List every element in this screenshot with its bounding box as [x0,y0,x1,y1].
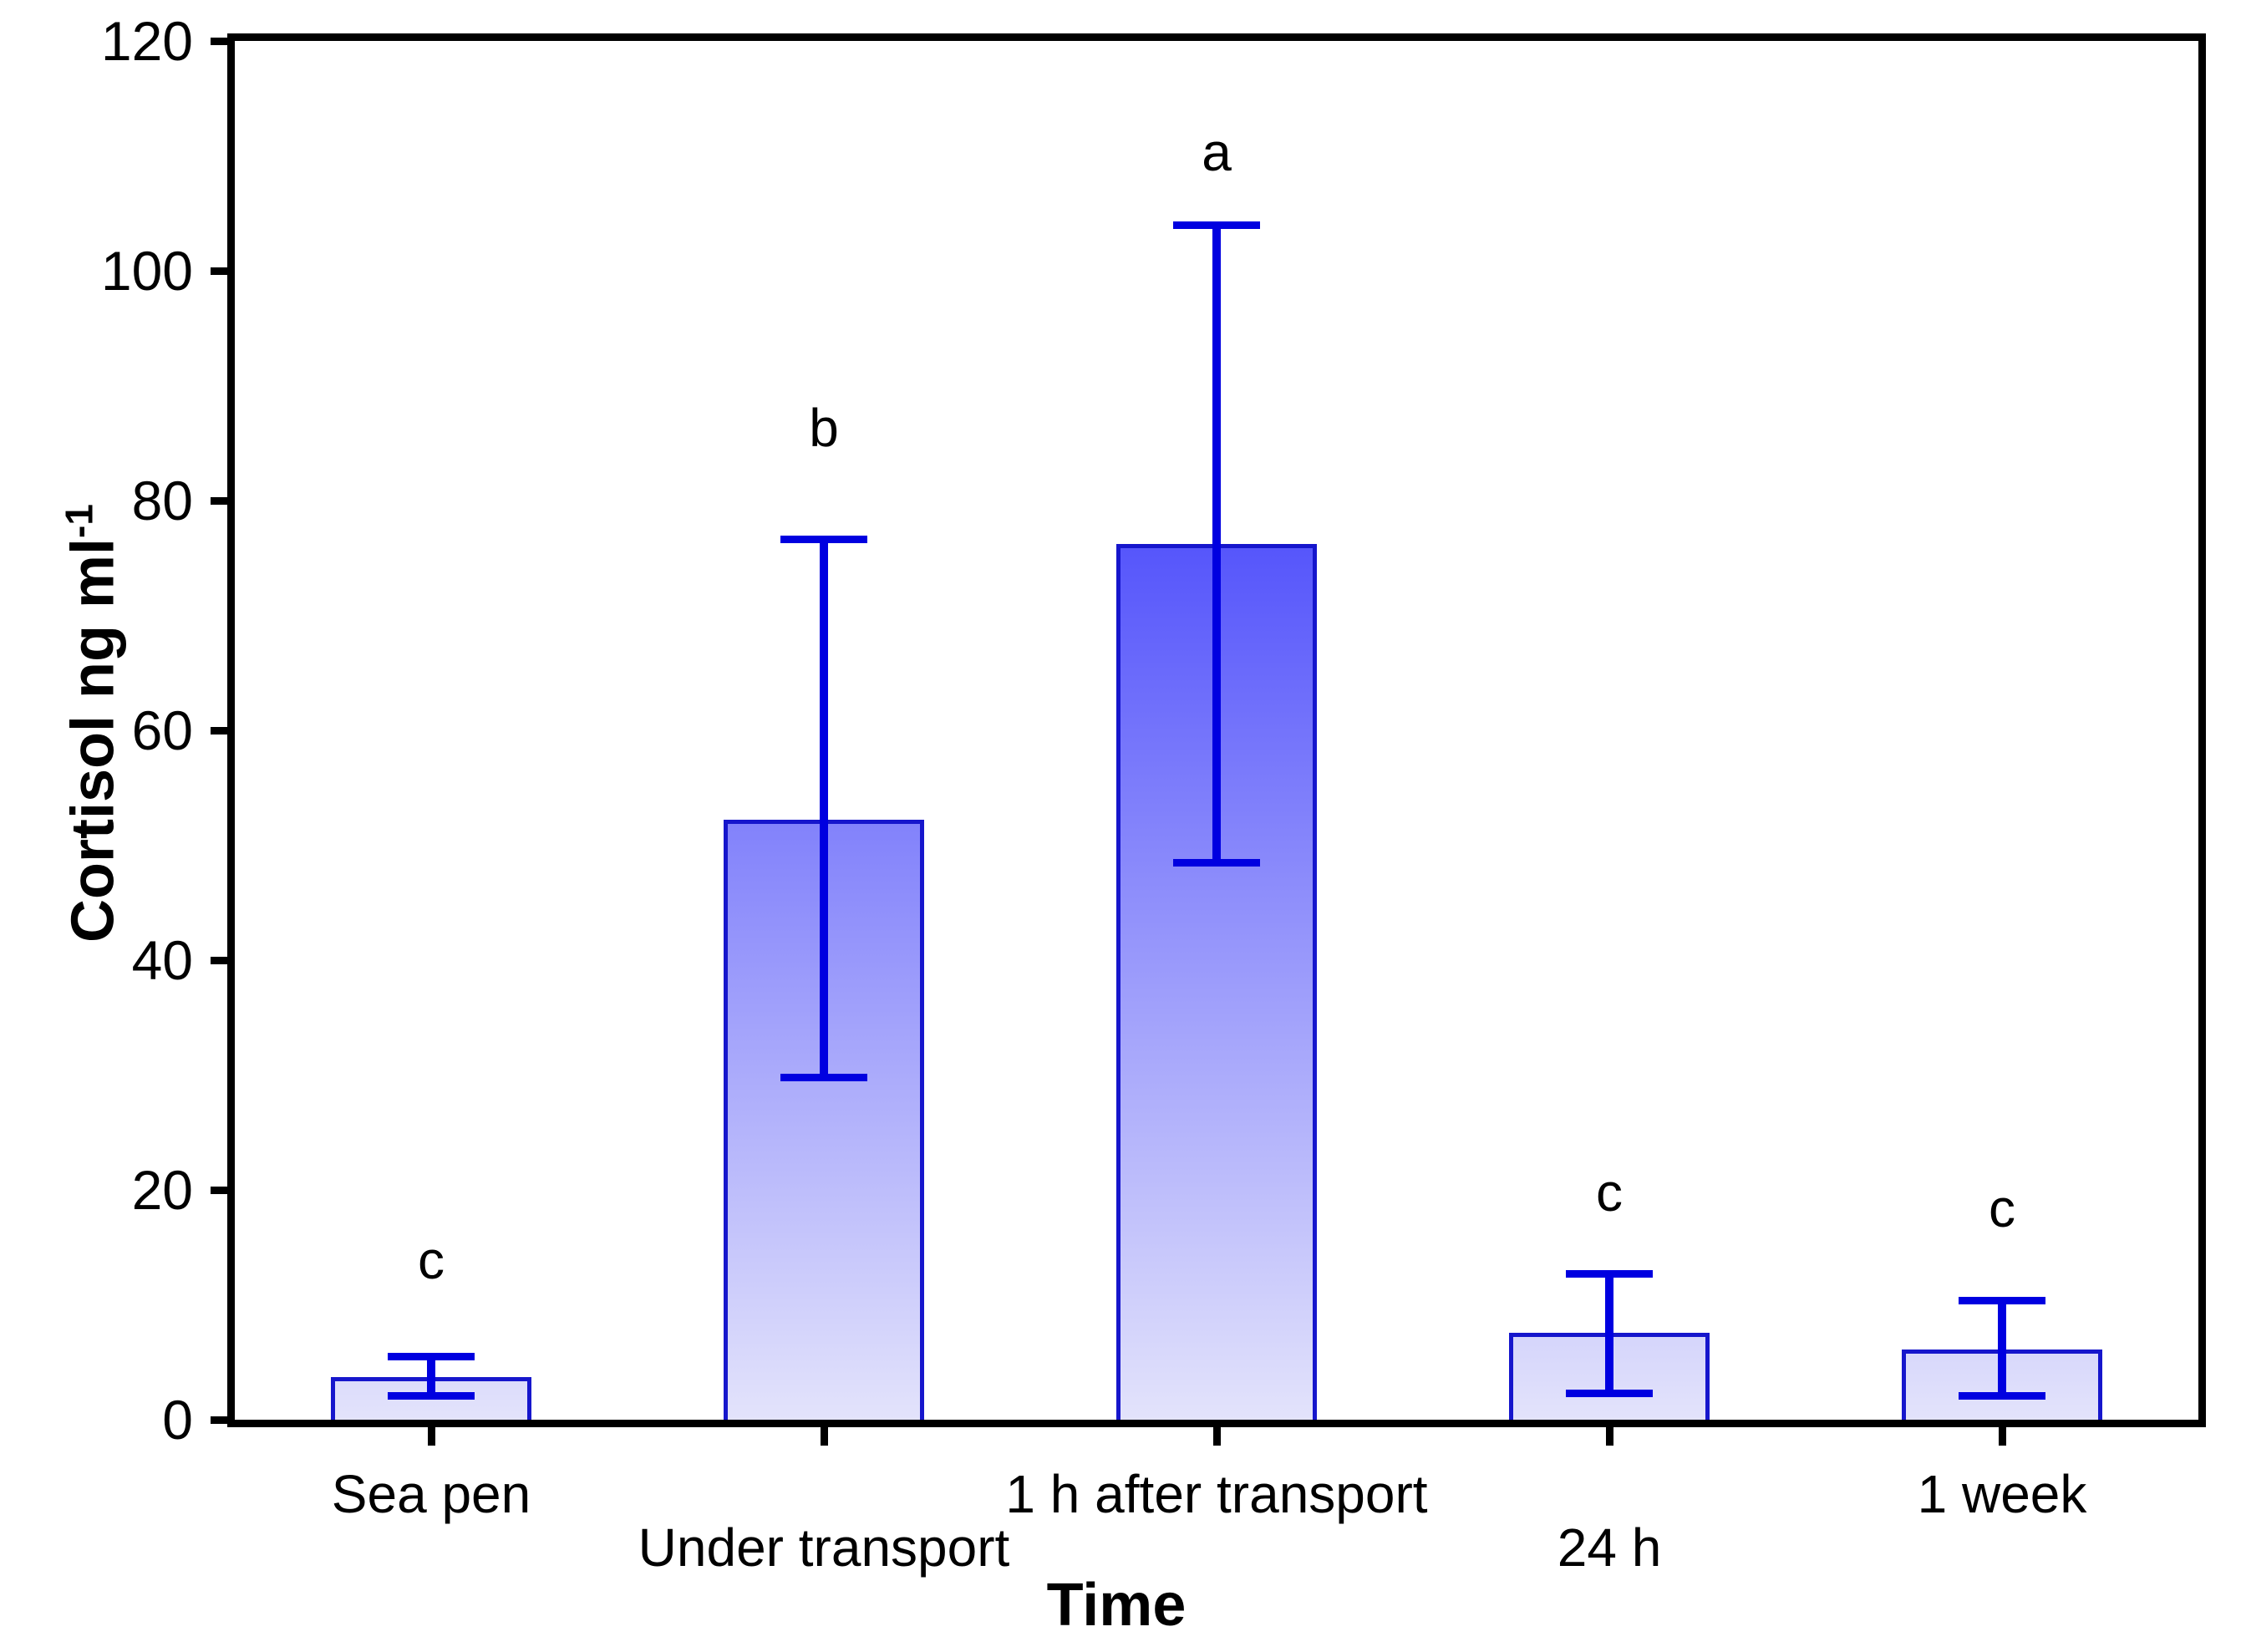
y-tick-label: 100 [100,240,193,302]
y-tick-label: 40 [131,929,193,991]
y-tick-label: 0 [162,1389,193,1451]
y-axis-tick [211,1186,227,1194]
x-tick-label: 24 h [1557,1517,1662,1578]
error-bar-line [1605,1273,1613,1394]
x-axis-tick [1605,1427,1613,1446]
error-bar-cap-bottom [1173,858,1260,867]
x-axis-tick [427,1427,435,1446]
x-tick-label: Under transport [638,1517,1010,1578]
x-axis-tick [820,1427,828,1446]
x-axis-tick [1212,1427,1221,1446]
error-bar-cap-bottom [388,1391,475,1400]
y-axis-tick [211,1416,227,1424]
y-tick-label: 60 [131,699,193,761]
error-bar-cap-bottom [780,1073,867,1081]
y-tick-label: 120 [100,10,193,72]
error-bar-line [427,1356,435,1396]
x-tick-label: 1 h after transport [1005,1464,1428,1524]
error-bar-cap-top [780,536,867,544]
error-bar-cap-bottom [1566,1389,1653,1397]
significance-letter: c [418,1229,445,1290]
error-bar-line [820,539,828,1078]
y-tick-label: 80 [131,470,193,531]
significance-letter: b [809,398,839,459]
x-axis-title: Time [1046,1572,1187,1639]
error-bar-line [1212,225,1221,863]
y-axis-tick [211,267,227,275]
y-axis-tick [211,956,227,964]
significance-letter: c [1989,1178,2015,1238]
significance-letter: a [1202,122,1232,183]
y-axis-tick [211,726,227,735]
y-axis-tick [211,496,227,505]
y-tick-label: 20 [131,1159,193,1221]
error-bar-line [1998,1300,2006,1396]
x-tick-label: 1 week [1917,1464,2087,1524]
x-tick-label: Sea pen [331,1464,531,1524]
error-bar-cap-top [1566,1269,1653,1278]
y-axis-tick [211,37,227,45]
x-axis-tick [1998,1427,2006,1446]
error-bar-cap-bottom [1959,1391,2045,1400]
error-bar-cap-top [388,1352,475,1360]
significance-letter: c [1596,1161,1623,1222]
plot-area: 0 20 40 60 80 100 120 c Sea pen b Under transport a… [101,10,2206,1578]
error-bar-cap-top [1173,221,1260,229]
error-bar-cap-top [1959,1296,2045,1304]
